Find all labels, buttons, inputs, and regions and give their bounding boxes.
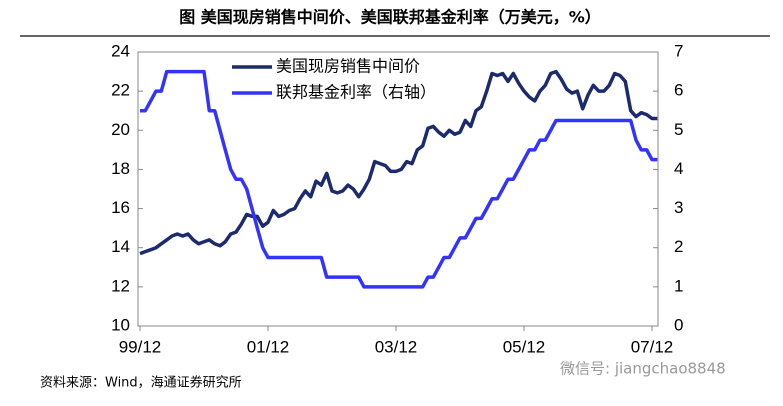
legend-label: 美国现房销售中间价 <box>276 57 420 76</box>
y-tick-label: 10 <box>111 315 130 334</box>
y-tick-label: 22 <box>111 81 130 100</box>
x-tick-label: 99/12 <box>119 337 162 356</box>
source-note: 资料来源：Wind，海通证券研究所 <box>40 375 242 391</box>
y-tick-label: 20 <box>111 120 130 139</box>
watermark: 微信号: jiangchao8848 <box>560 360 726 378</box>
y2-tick-label: 7 <box>674 41 683 60</box>
x-tick-label: 01/12 <box>247 337 290 356</box>
series-line <box>139 69 658 256</box>
x-tick-label: 07/12 <box>631 337 674 356</box>
legend-label: 联邦基金利率（右轴） <box>276 83 436 102</box>
y-tick-label: 12 <box>111 276 130 295</box>
y2-tick-label: 4 <box>674 159 683 178</box>
chart-title: 图 美国现房销售中间价、美国联邦基金利率（万美元，%） <box>179 8 601 27</box>
y-tick-label: 18 <box>111 159 130 178</box>
y2-tick-label: 5 <box>674 120 683 139</box>
y-tick-label: 14 <box>111 237 130 256</box>
y-tick-label: 16 <box>111 198 130 217</box>
y2-tick-label: 6 <box>674 81 683 100</box>
plot-frame <box>137 51 659 327</box>
y-tick-label: 24 <box>111 41 130 60</box>
y2-tick-label: 1 <box>674 276 683 295</box>
series-line <box>140 69 658 289</box>
y2-tick-label: 2 <box>674 237 683 256</box>
y2-tick-label: 3 <box>674 198 683 217</box>
y2-tick-label: 0 <box>674 315 683 334</box>
x-tick-label: 05/12 <box>503 337 546 356</box>
x-tick-label: 03/12 <box>375 337 418 356</box>
